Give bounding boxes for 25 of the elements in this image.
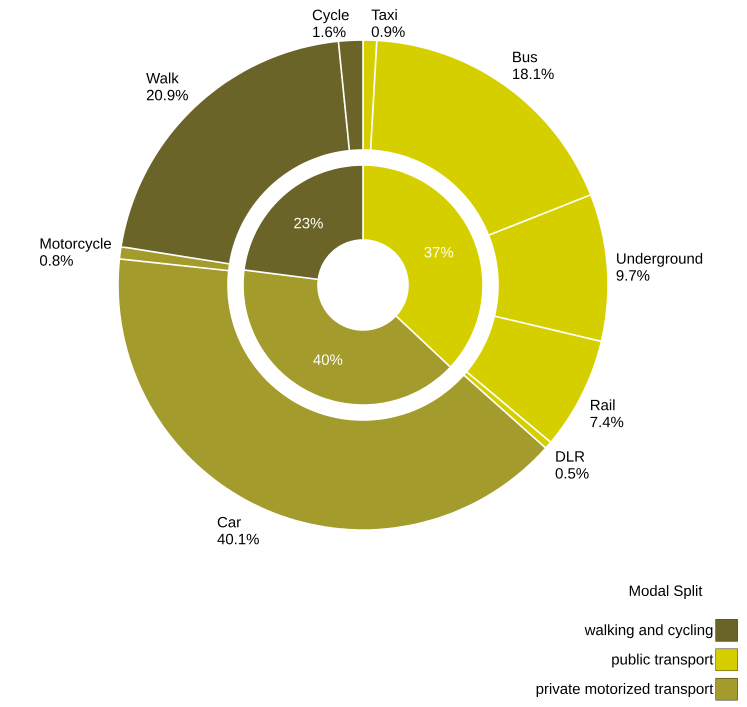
data-label: 18.1% <box>513 68 554 80</box>
slice-label: Cycle <box>312 9 349 24</box>
data-label: 1.6% <box>313 26 346 38</box>
slice-label: Underground <box>617 252 702 267</box>
legend-label: walking and cycling <box>584 624 712 638</box>
legend-label: public transport <box>612 654 714 668</box>
data-label: 9.7% <box>616 270 650 281</box>
slice-label: DLR <box>556 451 584 462</box>
data-label: 40% <box>313 354 342 365</box>
slice-label: Car <box>218 516 241 528</box>
slice-label: Walk <box>146 72 179 84</box>
data-label: 20.9% <box>146 90 188 100</box>
slice-label: Rail <box>590 399 614 410</box>
legend-label: private motorized transport <box>536 683 714 697</box>
data-label: 7.4% <box>590 416 624 428</box>
slice-label: Taxi <box>372 9 397 20</box>
data-label: 37% <box>424 246 454 258</box>
data-label: 0.8% <box>40 255 73 266</box>
slice-label: Motorcycle <box>40 238 111 252</box>
data-label: 23% <box>294 218 323 228</box>
slice-label: Bus <box>513 52 538 62</box>
data-label: 40.1% <box>217 534 259 544</box>
data-label: 0.5% <box>556 468 589 479</box>
data-label: 0.9% <box>372 26 405 37</box>
legend-title: Modal Split <box>630 585 702 599</box>
